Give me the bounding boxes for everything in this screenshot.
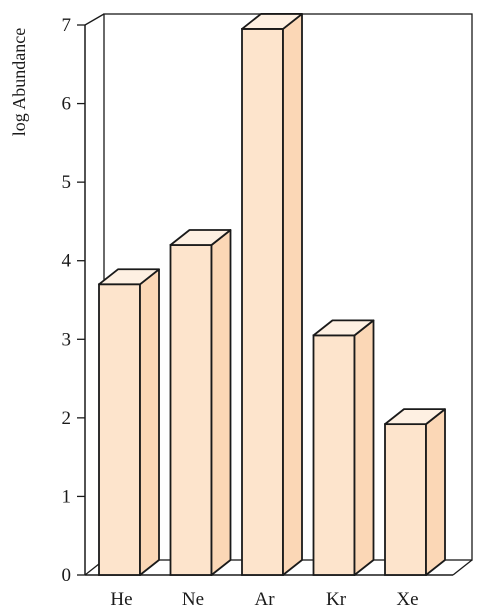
bar-Ne — [169, 229, 232, 576]
x-tick-label-Ar: Ar — [254, 589, 275, 610]
bar-Kr — [312, 319, 375, 576]
bar-Xe — [384, 408, 446, 576]
bar-top-Xe — [384, 408, 446, 426]
x-tick-label-Kr: Kr — [326, 589, 347, 610]
y-tick-label-7: 7 — [62, 15, 72, 36]
bar-side-Ne — [210, 229, 232, 576]
y-tick-label-4: 4 — [62, 251, 72, 272]
bar-top-Ar — [241, 13, 303, 30]
y-tick-label-3: 3 — [62, 329, 72, 350]
bar-top-Ne — [169, 229, 232, 246]
bar-side-Ar — [282, 13, 303, 576]
y-tick-label-2: 2 — [62, 408, 72, 429]
y-axis: 0 1 2 3 4 5 6 7 — [62, 15, 85, 586]
x-axis-labels: He Ne Ar Kr Xe — [110, 589, 418, 610]
y-tick-label-1: 1 — [62, 486, 72, 507]
bar-front-Ne — [169, 244, 213, 576]
floor-right-edge — [452, 559, 473, 576]
x-tick-label-Ne: Ne — [182, 589, 204, 610]
bar-side-Kr — [353, 319, 375, 576]
y-tick-label-6: 6 — [62, 94, 72, 115]
bar-front-Ar — [241, 28, 284, 576]
x-tick-label-He: He — [110, 589, 132, 610]
bar-side-Xe — [425, 408, 446, 576]
bar-front-He — [98, 283, 141, 576]
bar-He — [98, 268, 160, 576]
bars — [98, 13, 446, 576]
y-tick-label-5: 5 — [62, 172, 72, 193]
bar-top-He — [98, 268, 160, 286]
x-tick-label-Xe: Xe — [396, 589, 418, 610]
bar-front-Kr — [312, 334, 356, 576]
bar-side-He — [139, 268, 160, 576]
left-wall-top-edge — [84, 13, 105, 26]
bar-Ar — [241, 13, 303, 576]
y-tick-label-0: 0 — [62, 565, 72, 586]
bar-top-Kr — [312, 319, 375, 337]
y-axis-title: log Abundance — [9, 28, 29, 136]
bar-front-Xe — [384, 423, 427, 576]
